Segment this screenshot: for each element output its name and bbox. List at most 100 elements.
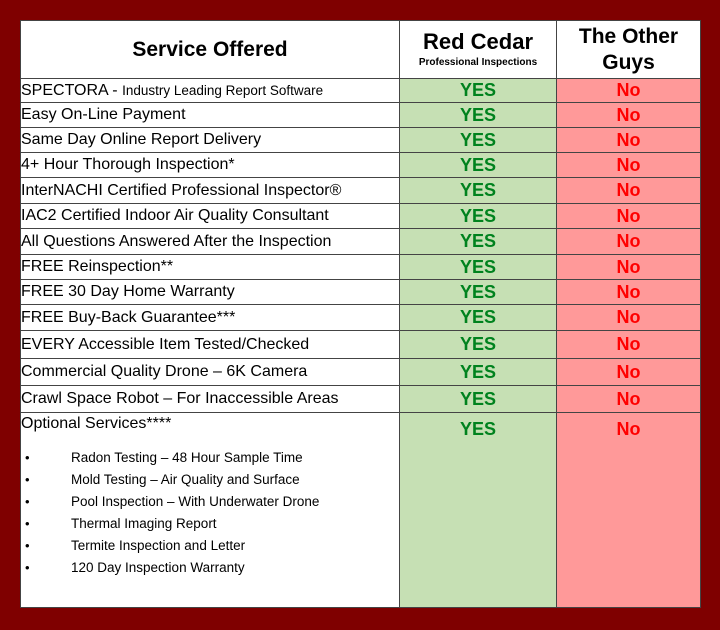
service-name-main: FREE Buy-Back Guarantee*** [21, 308, 236, 326]
service-name-main: EVERY Accessible Item Tested/Checked [21, 335, 310, 353]
optional-red-cedar-value: YES [399, 412, 557, 608]
service-name-main: SPECTORA - [21, 81, 123, 99]
service-name-detail: Industry Leading Report Software [122, 82, 324, 98]
optional-service-label: Mold Testing – Air Quality and Surface [71, 472, 300, 487]
service-name: FREE Buy-Back Guarantee*** [20, 304, 400, 331]
red-cedar-subtitle: Professional Inspections [418, 56, 538, 68]
bullet-icon: • [25, 472, 30, 487]
service-row: IAC2 Certified Indoor Air Quality Consul… [20, 203, 701, 229]
service-name: Commercial Quality Drone – 6K Camera [20, 358, 400, 386]
service-name: 4+ Hour Thorough Inspection* [20, 152, 400, 178]
service-name: FREE Reinspection** [20, 254, 400, 280]
service-name-main: Commercial Quality Drone – 6K Camera [21, 363, 308, 380]
service-name: Easy On-Line Payment [20, 102, 400, 128]
optional-service-item: • Radon Testing – 48 Hour Sample Time [25, 447, 399, 469]
service-name: Same Day Online Report Delivery [20, 127, 400, 153]
optional-services-list: • Radon Testing – 48 Hour Sample Time • Mol… [22, 447, 399, 579]
other-guys-value: No [556, 127, 701, 153]
service-name: EVERY Accessible Item Tested/Checked [20, 330, 400, 359]
service-row: FREE Reinspection** YES No [20, 254, 701, 280]
service-name-main: Crawl Space Robot – For Inaccessible Are… [21, 390, 339, 407]
service-row: 4+ Hour Thorough Inspection* YES No [20, 152, 701, 178]
red-cedar-header: Red Cedar Professional Inspections [399, 20, 557, 79]
service-name: InterNACHI Certified Professional Inspec… [20, 177, 400, 204]
optional-service-item: • Thermal Imaging Report [25, 513, 399, 535]
service-name-main: InterNACHI Certified Professional Inspec… [21, 181, 342, 199]
comparison-frame: Service Offered Red Cedar Professional I… [20, 20, 701, 608]
bullet-icon: • [25, 494, 30, 509]
service-name-main: IAC2 Certified Indoor Air Quality Consul… [21, 207, 329, 224]
other-guys-value: No [556, 203, 701, 229]
other-guys-value: No [556, 102, 701, 128]
service-row: SPECTORA - Industry Leading Report Softw… [20, 78, 701, 103]
red-cedar-value: YES [399, 78, 557, 103]
other-guys-line2: Guys [602, 50, 655, 74]
other-guys-value: No [556, 385, 701, 413]
optional-other-guys-value: No [556, 412, 701, 608]
other-guys-value: No [556, 330, 701, 359]
other-guys-value: No [556, 152, 701, 178]
red-cedar-value: YES [399, 385, 557, 413]
red-cedar-value: YES [399, 279, 557, 305]
service-name: Crawl Space Robot – For Inaccessible Are… [20, 385, 400, 413]
comparison-table: Service Offered Red Cedar Professional I… [20, 20, 701, 608]
red-cedar-value: YES [399, 203, 557, 229]
service-name-main: FREE Reinspection** [21, 258, 174, 275]
optional-service-item: • Mold Testing – Air Quality and Surface [25, 469, 399, 491]
red-cedar-value: YES [399, 254, 557, 280]
optional-service-label: Termite Inspection and Letter [71, 538, 246, 553]
red-cedar-value: YES [399, 102, 557, 128]
service-name-main: FREE 30 Day Home Warranty [21, 283, 235, 300]
optional-services-row: Optional Services**** • Radon Testing – 4… [20, 412, 701, 608]
service-row: FREE 30 Day Home Warranty YES No [20, 279, 701, 305]
red-cedar-value: YES [399, 304, 557, 331]
bullet-icon: • [25, 560, 30, 575]
optional-service-label: 120 Day Inspection Warranty [71, 560, 245, 575]
service-row: Commercial Quality Drone – 6K Camera YES N… [20, 358, 701, 386]
red-cedar-value: YES [399, 330, 557, 359]
red-cedar-value: YES [399, 152, 557, 178]
service-row: EVERY Accessible Item Tested/Checked YES N… [20, 330, 701, 359]
optional-service-label: Thermal Imaging Report [71, 516, 217, 531]
optional-service-label: Radon Testing – 48 Hour Sample Time [71, 450, 303, 465]
bullet-icon: • [25, 450, 30, 465]
other-guys-value: No [556, 254, 701, 280]
optional-service-item: • 120 Day Inspection Warranty [25, 557, 399, 579]
optional-service-label: Pool Inspection – With Underwater Drone [71, 494, 320, 509]
service-row: InterNACHI Certified Professional Inspec… [20, 177, 701, 204]
other-guys-value: No [556, 228, 701, 255]
service-name: All Questions Answered After the Inspect… [20, 228, 400, 255]
header-row: Service Offered Red Cedar Professional I… [20, 20, 701, 79]
red-cedar-value: YES [399, 177, 557, 204]
service-name: SPECTORA - Industry Leading Report Softw… [20, 78, 400, 103]
optional-services-cell: Optional Services**** • Radon Testing – 4… [20, 412, 400, 608]
other-guys-value: No [556, 304, 701, 331]
other-guys-value: No [556, 358, 701, 386]
service-name: IAC2 Certified Indoor Air Quality Consul… [20, 203, 400, 229]
service-name-main: 4+ Hour Thorough Inspection* [21, 156, 235, 173]
service-name-main: All Questions Answered After the Inspect… [21, 232, 332, 250]
optional-service-item: • Pool Inspection – With Underwater Drone [25, 491, 399, 513]
red-cedar-value: YES [399, 228, 557, 255]
other-guys-value: No [556, 177, 701, 204]
service-offered-header: Service Offered [20, 20, 400, 79]
other-guys-header: The Other Guys [556, 20, 701, 79]
red-cedar-value: YES [399, 358, 557, 386]
red-cedar-title: Red Cedar [422, 28, 534, 54]
other-guys-value: No [556, 78, 701, 103]
service-row: Same Day Online Report Delivery YES No [20, 127, 701, 153]
service-name: FREE 30 Day Home Warranty [20, 279, 400, 305]
optional-services-title: Optional Services**** [21, 415, 172, 432]
optional-service-item: • Termite Inspection and Letter [25, 535, 399, 557]
other-guys-line1: The Other [578, 24, 679, 48]
service-row: FREE Buy-Back Guarantee*** YES No [20, 304, 701, 331]
service-row: Crawl Space Robot – For Inaccessible Are… [20, 385, 701, 413]
service-name-main: Easy On-Line Payment [21, 106, 186, 123]
service-row: Easy On-Line Payment YES No [20, 102, 701, 128]
service-row: All Questions Answered After the Inspect… [20, 228, 701, 255]
bullet-icon: • [25, 516, 30, 531]
service-name-main: Same Day Online Report Delivery [21, 131, 262, 148]
bullet-icon: • [25, 538, 30, 553]
other-guys-value: No [556, 279, 701, 305]
red-cedar-value: YES [399, 127, 557, 153]
